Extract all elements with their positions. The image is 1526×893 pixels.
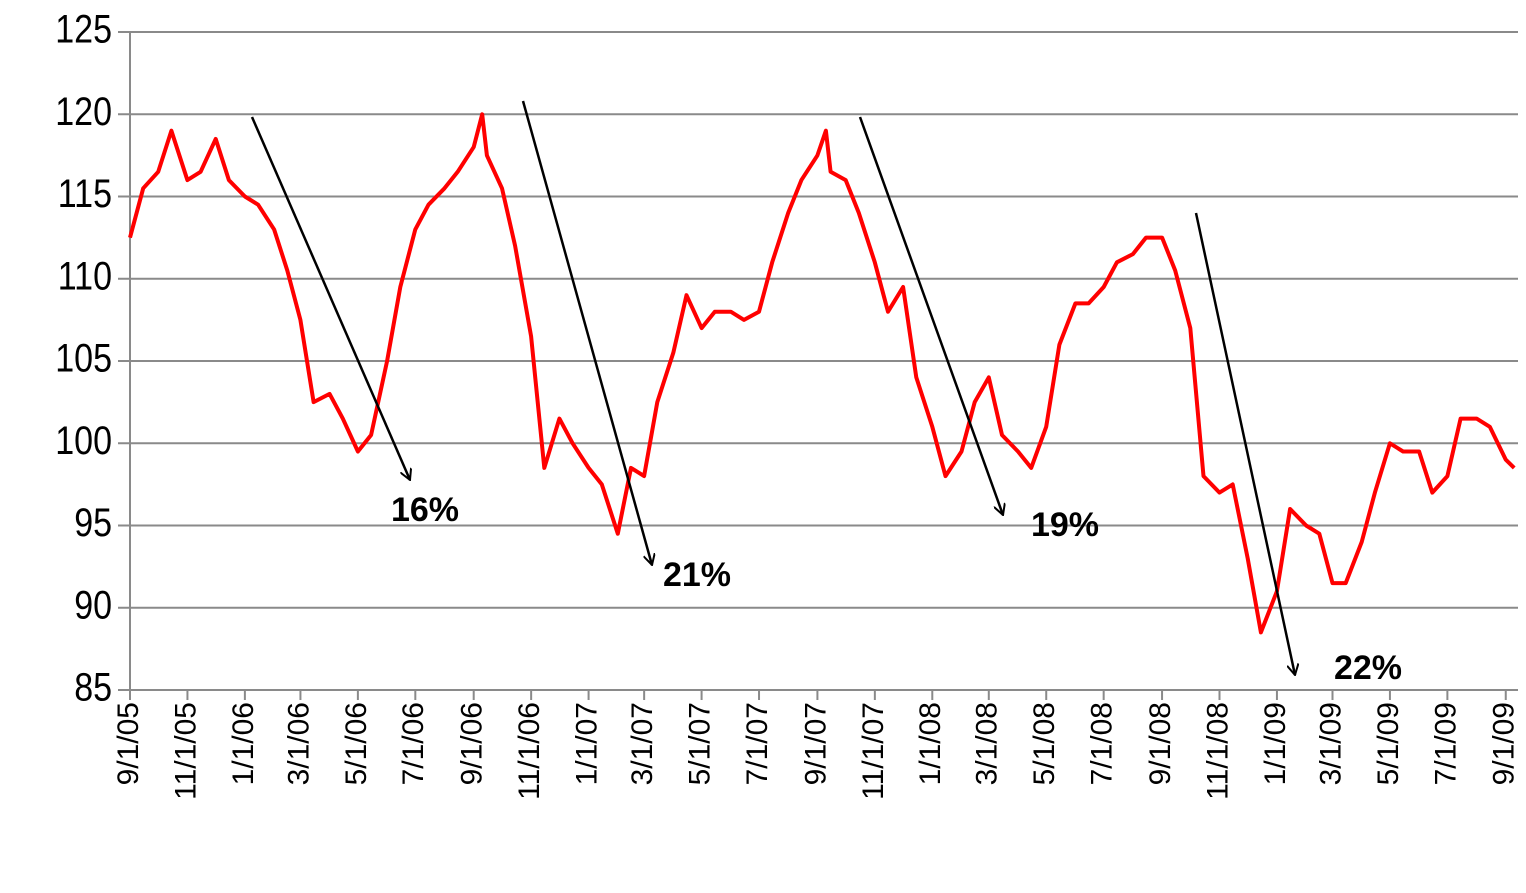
annotation-arrow [521,100,652,565]
x-tick-label: 3/1/07 [626,702,659,785]
x-tick-label: 5/1/08 [1028,702,1061,785]
y-tick-label: 95 [74,499,112,544]
x-tick-label: 9/1/08 [1144,702,1177,785]
y-tick-label: 100 [55,417,112,462]
annotation: 19% [1031,506,1099,544]
x-tick-label: 7/1/06 [397,702,430,785]
x-tick-label: 1/1/09 [1259,702,1292,785]
x-tick-label: 1/1/07 [571,702,604,785]
y-tick-label: 125 [55,6,112,51]
annotation: 16% [391,491,459,529]
x-tick-label: 9/1/07 [799,702,832,785]
series-line [128,112,1516,635]
x-tick-label: 1/1/06 [227,702,260,785]
y-tick-label: 120 [55,88,112,133]
y-tick-label: 105 [55,335,112,380]
x-tick-label: 11/1/06 [513,702,546,800]
x-tick-label: 11/1/05 [169,702,202,800]
annotation-arrow [858,116,1003,515]
x-tick-label: 7/1/07 [741,702,774,785]
annotation-arrow [250,116,410,480]
x-tick-label: 7/1/08 [1086,702,1119,785]
x-tick-label: 11/1/08 [1201,702,1234,800]
x-tick-label: 11/1/07 [857,702,890,800]
x-tick-label: 5/1/07 [684,702,717,785]
x-tick-label: 9/1/09 [1488,702,1521,785]
x-tick-label: 5/1/06 [340,702,373,785]
x-tick-label: 9/1/05 [112,702,145,785]
y-tick-label: 115 [58,170,112,215]
annotation: 22% [1334,649,1402,687]
x-tick-label: 5/1/09 [1372,702,1405,785]
x-tick-label: 3/1/08 [971,702,1004,785]
x-tick-label: 9/1/06 [456,702,489,785]
y-tick-label: 90 [74,582,112,627]
annotation-arrow [1194,212,1295,675]
x-tick-label: 7/1/09 [1429,702,1462,785]
x-tick-label: 3/1/09 [1314,702,1347,785]
x-tick-label: 1/1/08 [914,702,947,785]
y-tick-label: 85 [74,664,112,709]
x-tick-label: 3/1/06 [282,702,315,785]
annotation: 21% [663,556,731,594]
y-tick-label: 110 [58,253,112,298]
